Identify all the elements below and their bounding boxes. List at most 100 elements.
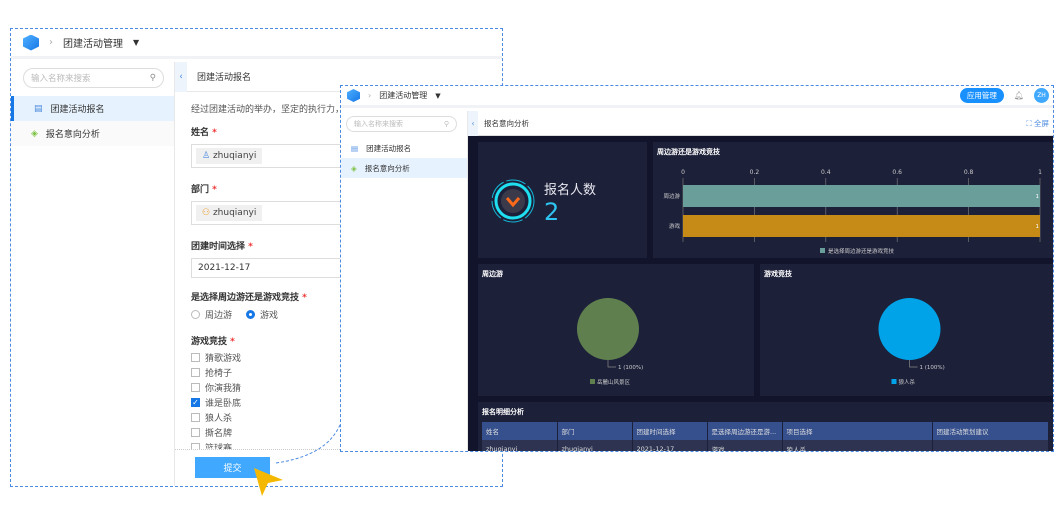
checkbox-label: 撕名牌 — [205, 429, 233, 439]
legend-swatch — [820, 248, 825, 253]
pie-slice — [577, 298, 639, 360]
bar-chart: 0 0.2 0.4 0.6 0.8 1 周边游 1 游戏 1 是选择周边游还是游戏竞技 — [663, 169, 1042, 255]
games-label: 游戏竞技 — [191, 337, 228, 347]
checkbox-game[interactable]: 撕名牌 — [191, 425, 486, 440]
checkbox-game[interactable]: 抢椅子 — [191, 365, 486, 380]
search-input[interactable]: 输入名称来搜索 ⚲ — [346, 116, 457, 132]
dept-value: zhuqianyi — [212, 208, 257, 218]
cell: 游戏 — [707, 440, 783, 451]
x-tick-label: 0.8 — [964, 169, 974, 176]
sidebar: 输入名称来搜索 ⚲ ▤ 团建活动报名 ◈ 报名意向分析 — [341, 111, 468, 451]
cursor-icon — [254, 468, 283, 496]
kpi-value: 2 — [544, 198, 560, 226]
x-tick-label: 0.6 — [892, 169, 902, 176]
search-icon[interactable]: ⚲ — [443, 120, 449, 128]
dashboard-window: › 团建活动管理 ▼ 应用管理 🔔︎ ZH 输入名称来搜索 ⚲ ▤ 团建活动报名 ◈… — [340, 85, 1054, 452]
app-logo-icon — [23, 34, 39, 51]
x-tick-label: 1 — [1038, 169, 1042, 176]
collapse-button[interactable]: ‹ — [468, 110, 478, 136]
search-icon[interactable]: ⚲ — [149, 73, 156, 83]
caret-down-icon[interactable]: ▼ — [133, 38, 140, 47]
fullscreen-icon: ⛶ — [1026, 118, 1032, 128]
fullscreen-label: 全屏 — [1034, 118, 1049, 128]
sidebar-item-signup[interactable]: ▤ 团建活动报名 — [341, 138, 467, 158]
caret-down-icon[interactable]: ▼ — [435, 91, 441, 100]
detail-table: 姓名 部门 团建时间选择 是选择周边游还是游... 项目选择 团建活动策划建议 … — [482, 422, 1049, 451]
cell: 狼人杀 — [782, 440, 933, 451]
pie-panel-games: 游戏竞技 1 (100%) 狼人杀 — [760, 264, 1053, 396]
radio-nearby[interactable]: 周边游 — [191, 307, 232, 322]
app-title[interactable]: 团建活动管理 — [63, 39, 123, 50]
pie-panel-nearby: 周边游 1 (100%) 岳麓山风景区 — [478, 264, 754, 396]
choice-label: 是选择周边游还是游戏竞技 — [191, 293, 300, 303]
avatar[interactable]: ZH — [1034, 88, 1049, 103]
name-label: 姓名 — [191, 128, 210, 138]
sidebar-item-label: 团建活动报名 — [50, 105, 105, 115]
cell: 2021-12-17 — [632, 440, 708, 451]
dashboard: 报名人数 2 周边游还是游戏竞技 0 0.2 0.4 0.6 0.8 1 周边游 1 游戏 1 是选… — [468, 136, 1053, 451]
checkbox-game[interactable]: 狼人杀 — [191, 410, 486, 425]
bar — [683, 185, 1040, 207]
sidebar-item-analysis[interactable]: ◈ 报名意向分析 — [11, 121, 174, 146]
kpi-icon — [491, 179, 535, 223]
pie-title: 周边游 — [482, 270, 503, 278]
legend-swatch — [891, 379, 897, 384]
slice-label: 1 (100%) — [618, 365, 643, 371]
app-title[interactable]: 团建活动管理 — [379, 91, 428, 100]
x-tick-label: 0 — [681, 169, 685, 176]
table-row[interactable]: zhuqianyi zhuqianyi 2021-12-17 游戏 狼人杀 — [482, 440, 1049, 451]
checkbox-game[interactable]: 你演我猜 — [191, 380, 486, 395]
dept-field[interactable]: ⚇ zhuqianyi — [191, 201, 361, 225]
dept-label: 部门 — [191, 185, 210, 195]
tab-title: 报名意向分析 — [484, 118, 529, 128]
checkbox-label: 你演我猜 — [205, 384, 242, 394]
search-input[interactable]: 输入名称来搜索 ⚲ — [23, 68, 164, 88]
detail-table-panel: 报名明细分析 姓名 部门 团建时间选择 是选择周边游还是游... 项目选择 团建… — [478, 402, 1053, 451]
fullscreen-button[interactable]: ⛶ 全屏 — [1026, 118, 1053, 129]
sidebar-item-analysis[interactable]: ◈ 报名意向分析 — [341, 158, 467, 178]
radio-label: 游戏 — [260, 311, 279, 321]
col-header[interactable]: 是选择周边游还是游... — [707, 422, 783, 440]
name-field[interactable]: ♙ zhuqianyi — [191, 144, 361, 168]
pie-chart-games: 1 (100%) 狼人杀 — [878, 298, 945, 386]
table-title: 报名明细分析 — [482, 408, 524, 416]
col-header[interactable]: 姓名 — [482, 422, 558, 440]
data-label: 1 — [1036, 194, 1040, 200]
col-header[interactable]: 团建时间选择 — [632, 422, 708, 440]
chart-leaf-icon: ◈ — [31, 128, 38, 139]
x-tick-label: 0.2 — [750, 169, 760, 176]
legend-label: 狼人杀 — [899, 378, 916, 386]
table-header-row: 姓名 部门 团建时间选择 是选择周边游还是游... 项目选择 团建活动策划建议 — [482, 422, 1049, 440]
checkbox-label: 抢椅子 — [205, 369, 233, 379]
pie-slice — [878, 298, 941, 360]
org-chart-icon: ⚇ — [202, 208, 211, 218]
app-manage-button[interactable]: 应用管理 — [959, 88, 1004, 103]
bar-panel: 周边游还是游戏竞技 0 0.2 0.4 0.6 0.8 1 周边游 1 游戏 1 是选择周边游还是游… — [653, 142, 1053, 258]
search-placeholder: 输入名称来搜索 — [31, 74, 91, 84]
sidebar-item-signup[interactable]: ▤ 团建活动报名 — [11, 96, 174, 121]
col-header[interactable]: 团建活动策划建议 — [932, 422, 1049, 440]
radio-game[interactable]: 游戏 — [246, 307, 278, 322]
x-tick-label: 0.4 — [821, 169, 831, 176]
chevron-right-icon: › — [49, 37, 53, 48]
legend-label: 岳麓山风景区 — [597, 378, 631, 386]
legend-swatch — [590, 379, 595, 384]
collapse-button[interactable]: ‹ — [175, 61, 187, 92]
bar — [683, 215, 1040, 237]
chart-leaf-icon: ◈ — [351, 163, 357, 173]
submit-button[interactable]: 提交 — [195, 457, 270, 478]
tab-title: 团建活动报名 — [197, 73, 252, 83]
sidebar-item-label: 报名意向分析 — [45, 130, 100, 140]
checkbox-game[interactable]: 猜歌游戏 — [191, 350, 486, 365]
bell-icon[interactable]: 🔔︎ — [1013, 91, 1024, 100]
sidebar-item-label: 报名意向分析 — [364, 163, 410, 173]
user-icon: ♙ — [202, 151, 211, 161]
checkbox-game[interactable]: ✓ 谁是卧底 — [191, 398, 242, 409]
bar-chart-title: 周边游还是游戏竞技 — [657, 148, 720, 156]
col-header[interactable]: 项目选择 — [782, 422, 933, 440]
sidebar: 输入名称来搜索 ⚲ ▤ 团建活动报名 ◈ 报名意向分析 — [11, 62, 175, 486]
search-placeholder: 输入名称来搜索 — [354, 120, 403, 128]
kpi-panel: 报名人数 2 — [478, 142, 647, 258]
col-header[interactable]: 部门 — [557, 422, 633, 440]
document-icon: ▤ — [351, 143, 359, 153]
